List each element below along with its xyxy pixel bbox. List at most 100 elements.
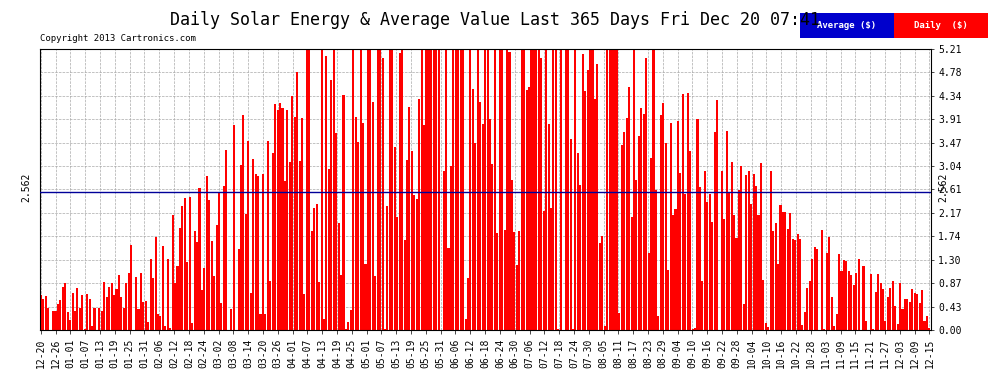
Bar: [128, 273, 130, 330]
Bar: [742, 304, 744, 330]
Bar: [557, 329, 559, 330]
Bar: [389, 49, 391, 330]
Bar: [311, 231, 313, 330]
Bar: [767, 327, 769, 330]
Bar: [376, 49, 379, 330]
Bar: [79, 308, 81, 330]
Bar: [636, 180, 638, 330]
Bar: [682, 94, 684, 330]
Bar: [772, 231, 774, 330]
Bar: [436, 49, 438, 330]
Bar: [194, 231, 196, 330]
Bar: [472, 89, 474, 330]
Bar: [254, 174, 256, 330]
Bar: [489, 119, 491, 330]
Bar: [745, 176, 747, 330]
Bar: [643, 114, 644, 330]
Bar: [48, 308, 50, 330]
Bar: [203, 268, 205, 330]
Bar: [584, 90, 586, 330]
Bar: [171, 215, 173, 330]
Bar: [897, 324, 899, 330]
Bar: [752, 174, 754, 330]
Bar: [221, 303, 223, 330]
Bar: [52, 311, 54, 330]
Bar: [826, 253, 828, 330]
Bar: [552, 49, 554, 330]
Bar: [924, 321, 926, 330]
Bar: [364, 264, 366, 330]
Bar: [257, 176, 259, 330]
Bar: [386, 206, 388, 330]
Bar: [547, 124, 549, 330]
Bar: [509, 52, 511, 330]
Bar: [541, 58, 543, 330]
Bar: [328, 169, 330, 330]
Bar: [336, 133, 338, 330]
Bar: [902, 309, 904, 330]
Bar: [543, 211, 545, 330]
Bar: [181, 206, 183, 330]
Bar: [91, 326, 93, 330]
Text: Daily  ($): Daily ($): [914, 21, 968, 30]
Bar: [308, 49, 311, 330]
Bar: [738, 190, 740, 330]
Bar: [574, 49, 576, 330]
Bar: [276, 110, 278, 330]
Bar: [413, 195, 416, 330]
Bar: [877, 274, 879, 330]
Bar: [609, 49, 611, 330]
Bar: [486, 49, 489, 330]
Bar: [231, 309, 233, 330]
Bar: [750, 204, 752, 330]
Bar: [159, 316, 161, 330]
Bar: [123, 309, 125, 330]
Bar: [506, 49, 508, 330]
Bar: [599, 243, 601, 330]
Bar: [213, 276, 215, 330]
Text: Average ($): Average ($): [818, 21, 876, 30]
Bar: [714, 132, 716, 330]
Bar: [294, 117, 296, 330]
Bar: [862, 266, 864, 330]
Bar: [577, 153, 579, 330]
Bar: [218, 192, 220, 330]
Bar: [481, 124, 484, 330]
Bar: [252, 159, 254, 330]
Bar: [657, 316, 659, 330]
Bar: [929, 328, 931, 330]
Bar: [296, 72, 298, 330]
Bar: [164, 326, 166, 330]
Bar: [457, 49, 459, 330]
Bar: [582, 54, 584, 330]
Bar: [789, 213, 791, 330]
Bar: [191, 323, 193, 330]
Bar: [741, 166, 742, 330]
Bar: [802, 325, 804, 330]
Bar: [736, 238, 738, 330]
Bar: [143, 302, 145, 330]
Bar: [821, 230, 823, 330]
Bar: [333, 49, 335, 330]
Bar: [567, 49, 569, 330]
Bar: [845, 261, 847, 330]
Bar: [816, 249, 818, 330]
Bar: [679, 173, 681, 330]
Bar: [921, 290, 923, 330]
Bar: [264, 314, 266, 330]
Bar: [474, 142, 476, 330]
Bar: [916, 294, 918, 330]
Bar: [446, 49, 447, 330]
Text: Copyright 2013 Cartronics.com: Copyright 2013 Cartronics.com: [40, 34, 195, 43]
Bar: [208, 200, 210, 330]
Bar: [811, 259, 813, 330]
Bar: [149, 259, 151, 330]
Bar: [326, 56, 328, 330]
Bar: [626, 118, 628, 330]
Bar: [569, 139, 571, 330]
Bar: [462, 49, 464, 330]
Bar: [59, 300, 61, 330]
Bar: [674, 209, 676, 330]
Bar: [633, 49, 635, 330]
Bar: [550, 208, 552, 330]
